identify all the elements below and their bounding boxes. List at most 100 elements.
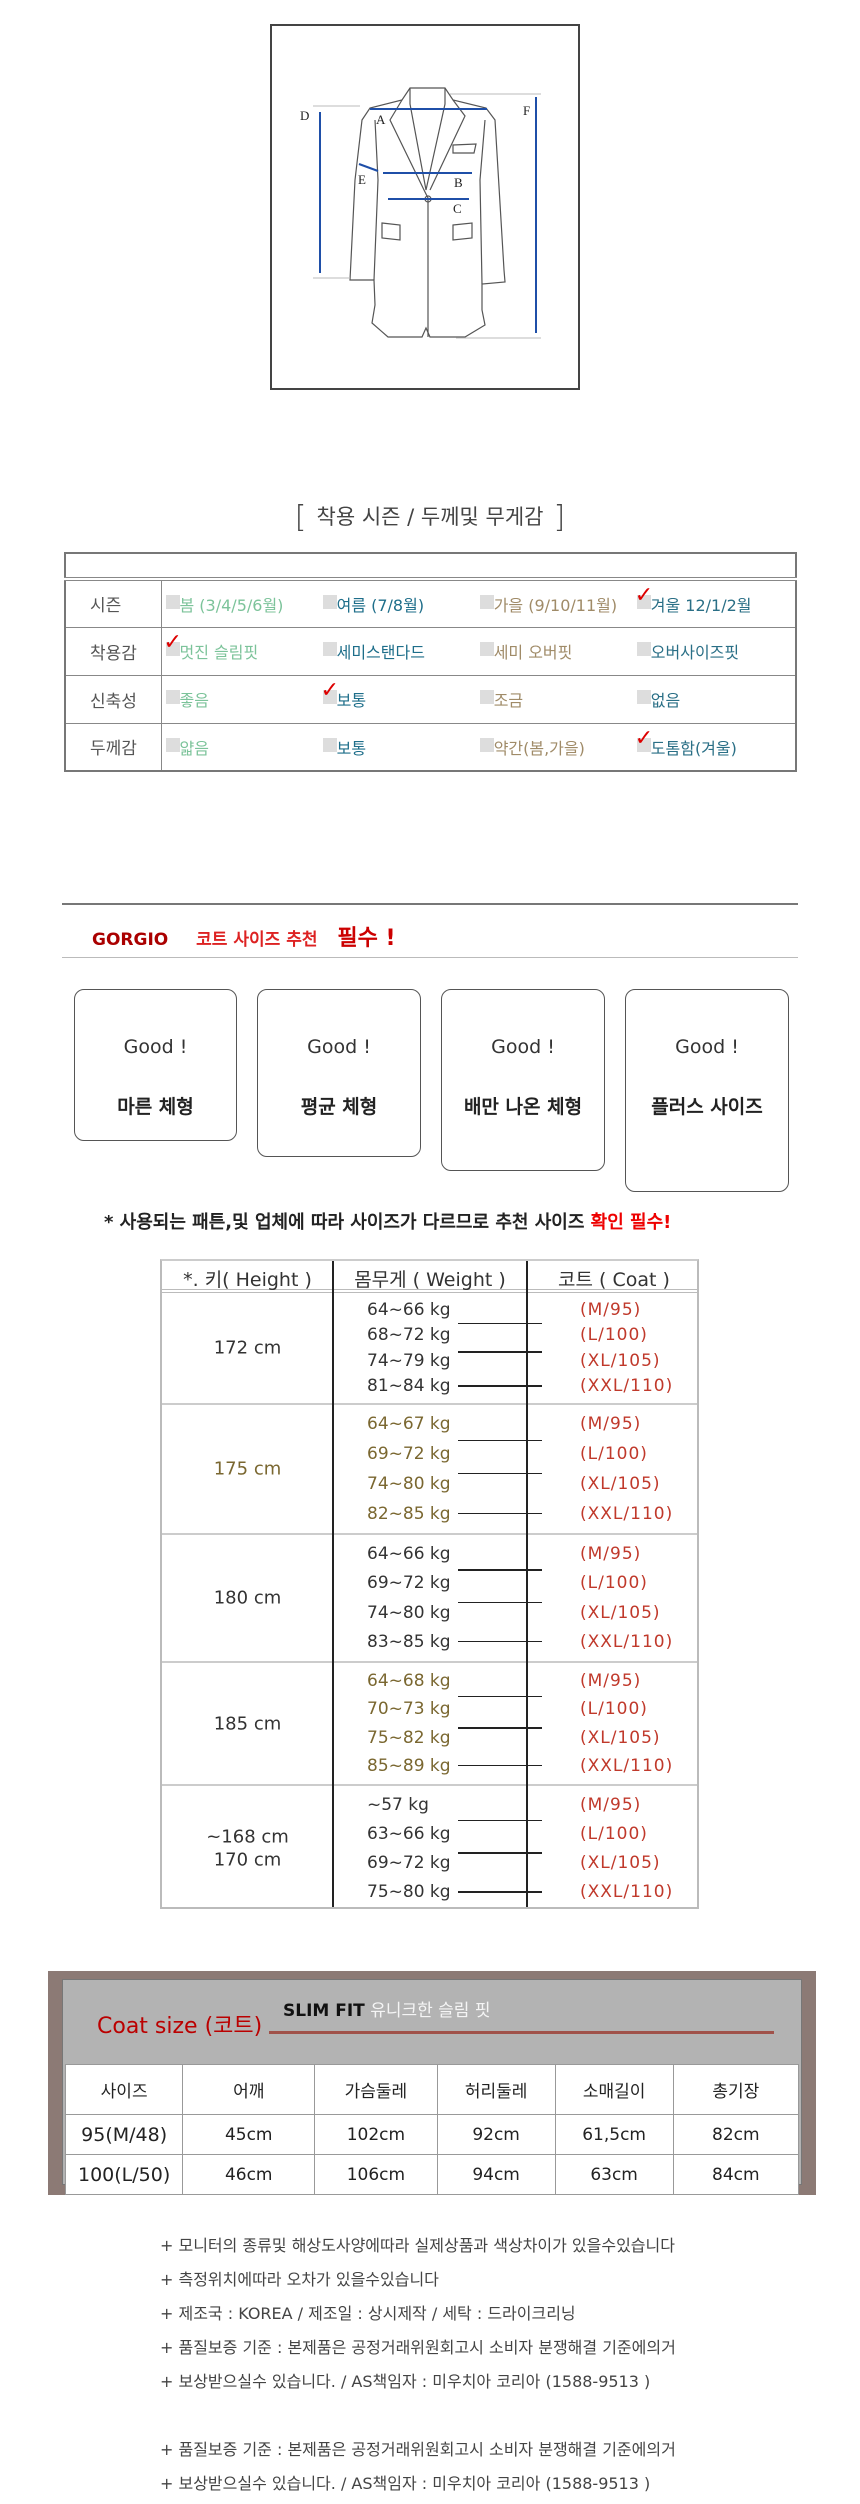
checkbox (322, 594, 337, 609)
checkbox (322, 690, 337, 704)
card-type: 배만 나온 체형 (463, 1096, 583, 1118)
coat-size: (XL/105) (580, 1350, 661, 1371)
coat-size: (XL/105) (580, 1727, 661, 1748)
card-good: Good ! (491, 1036, 555, 1058)
weight-range: 75~82 kg (367, 1727, 451, 1748)
option: 세미 오버핏 (476, 639, 633, 663)
cell: 95(M/48) (64, 2114, 184, 2155)
checkbox (636, 737, 651, 752)
checkbox (165, 690, 180, 704)
height-text: 172 cm (213, 1337, 282, 1359)
height-group: ~168 cm 170 cm ~57 kg 63~66 kg 69~72 kg 75~80… (162, 1786, 697, 1911)
recommend-note: * 사용되는 패튼,및 업체에 따라 사이즈가 다르므로 추천 사이즈 확인 필… (104, 1208, 671, 1234)
coat-size: (M/95) (580, 1299, 642, 1320)
season-table-header (64, 552, 797, 581)
card-good: Good ! (123, 1036, 188, 1058)
connector-line (458, 1322, 542, 1325)
cell: 100(L/50) (64, 2154, 184, 2195)
height-group: 175 cm 64~67 kg 69~72 kg 74~80 kg 82~85 kg (M… (162, 1405, 697, 1535)
coat-size: (XXL/110) (580, 1376, 674, 1397)
height-text: 185 cm (213, 1712, 282, 1734)
coat-size: (M/95) (580, 1414, 642, 1434)
fit-desc: 유니크한 슬림 핏 (370, 2001, 491, 2021)
header-weight: 몸무게 ( Weight ) (354, 1269, 506, 1291)
option: 얇음 (162, 735, 319, 759)
connector-line (458, 1601, 542, 1604)
coat-size: (M/95) (580, 1794, 642, 1815)
checkbox (479, 594, 494, 609)
checkmark-icon: ✓ (320, 678, 340, 703)
note-line: + 품질보증 기준 : 본제품은 공정거래위원회고시 소비자 분쟁해결 기준에의… (160, 2338, 676, 2357)
coat-size: (XL/105) (580, 1853, 661, 1874)
option-label: 얇음 (179, 738, 209, 758)
height-value: 185 cm (162, 1712, 333, 1735)
option: 없음 (633, 687, 790, 711)
coat-size: (XXL/110) (580, 1755, 674, 1776)
label-a: A (376, 112, 386, 127)
weight-range: 64~66 kg (367, 1299, 451, 1320)
body-type-card: Good ! 마른 체형 (74, 989, 237, 1141)
option: 좋음 (162, 687, 319, 711)
size-table-header: *. 키( Height ) 몸무게 ( Weight ) 코트 ( Coat … (162, 1261, 697, 1293)
weight-range: 82~85 kg (367, 1504, 451, 1524)
column-divider (332, 1261, 334, 1907)
option: ✓ 도톰함(겨울) (633, 726, 790, 759)
height-text: ~168 cm (206, 1826, 289, 1848)
label-f: F (523, 103, 530, 118)
cell: 45cm (182, 2114, 316, 2155)
option-label: 여름 (7/8월) (336, 595, 425, 615)
row-label: 두께감 (64, 722, 162, 772)
column-header: 사이즈 (64, 2064, 184, 2115)
season-title-text: 착용 시즌 / 두께및 무게감 (316, 505, 544, 529)
height-value: ~168 cm 170 cm (162, 1825, 333, 1872)
checkbox (636, 690, 651, 704)
height-group: 185 cm 64~68 kg 70~73 kg 75~82 kg 85~89 kg (M… (162, 1663, 697, 1786)
weight-range: 74~79 kg (367, 1350, 451, 1371)
label-c: C (453, 201, 462, 216)
card-good: Good ! (307, 1036, 371, 1058)
option: ✓ 보통 (319, 678, 476, 711)
row-options: ✓ 멋진 슬림핏 세미스탠다드 세미 오버핏 오버사이즈핏 (160, 626, 797, 676)
height-text: 170 cm (213, 1849, 282, 1871)
option-label: 세미 오버핏 (493, 643, 573, 662)
weight-range: 69~72 kg (367, 1573, 451, 1594)
weights: 64~66 kg 68~72 kg 74~79 kg 81~84 kg (367, 1297, 451, 1399)
option: 보통 (319, 735, 476, 759)
coat-size: (L/100) (580, 1573, 648, 1594)
checkbox (322, 737, 337, 752)
coat-size: (L/100) (580, 1444, 648, 1464)
season-row: 두께감 얇음 보통 약간(봄,가을) ✓ 도톰함(겨울) (64, 722, 797, 772)
card-type: 평균 체형 (300, 1096, 378, 1118)
option-label: 가을 (9/10/11월) (493, 595, 618, 615)
empty-header-cell (64, 552, 797, 581)
coat-size: (M/95) (580, 1671, 642, 1692)
coat-table-row: 100(L/50) 46cm 106cm 94cm 63cm 84cm (64, 2154, 800, 2195)
height-group: 180 cm 64~66 kg 69~72 kg 74~80 kg 83~85 kg (M… (162, 1535, 697, 1663)
size-recommendation-table: *. 키( Height ) 몸무게 ( Weight ) 코트 ( Coat … (160, 1259, 699, 1909)
option-label: 보통 (336, 691, 367, 710)
weight-range: 81~84 kg (367, 1376, 451, 1397)
checkbox (165, 642, 180, 656)
label-e: E (358, 172, 366, 187)
weight-range: 74~80 kg (367, 1474, 451, 1494)
connector-line (458, 1695, 542, 1698)
season-table: 시즌 봄 (3/4/5/6월) 여름 (7/8월) 가을 (9/10/11월) ✓ 겨울 … (64, 552, 797, 772)
coat-sizes: (M/95) (L/100) (XL/105) (XXL/110) (580, 1539, 673, 1657)
connector-line (458, 1852, 542, 1854)
checkmark-icon: ✓ (634, 725, 654, 751)
header-height: *. 키( Height ) (183, 1269, 312, 1291)
cell: 46cm (182, 2154, 316, 2195)
coat-size: (XXL/110) (580, 1504, 674, 1524)
coat-size-table: 사이즈 어깨 가슴둘레 허리둘레 소매길이 총기장 95(M/48) 45cm 102cm 92c… (64, 2064, 800, 2195)
recommend-title: 코트 사이즈 추천 (196, 930, 318, 950)
weight-range: 69~72 kg (367, 1853, 451, 1874)
option-label: 좋음 (179, 691, 209, 710)
coat-size: (XXL/110) (580, 1882, 674, 1903)
weight-range: ~57 kg (367, 1794, 429, 1815)
recommend-heading: GORGIO 코트 사이즈 추천 필수 ! (92, 920, 396, 952)
card-type: 플러스 사이즈 (651, 1096, 763, 1118)
coat-size-title: Coat size (코트) (97, 2014, 263, 2039)
row-label: 신축성 (64, 674, 162, 724)
header-coat: 코트 ( Coat ) (558, 1269, 670, 1291)
label-b: B (454, 175, 463, 190)
